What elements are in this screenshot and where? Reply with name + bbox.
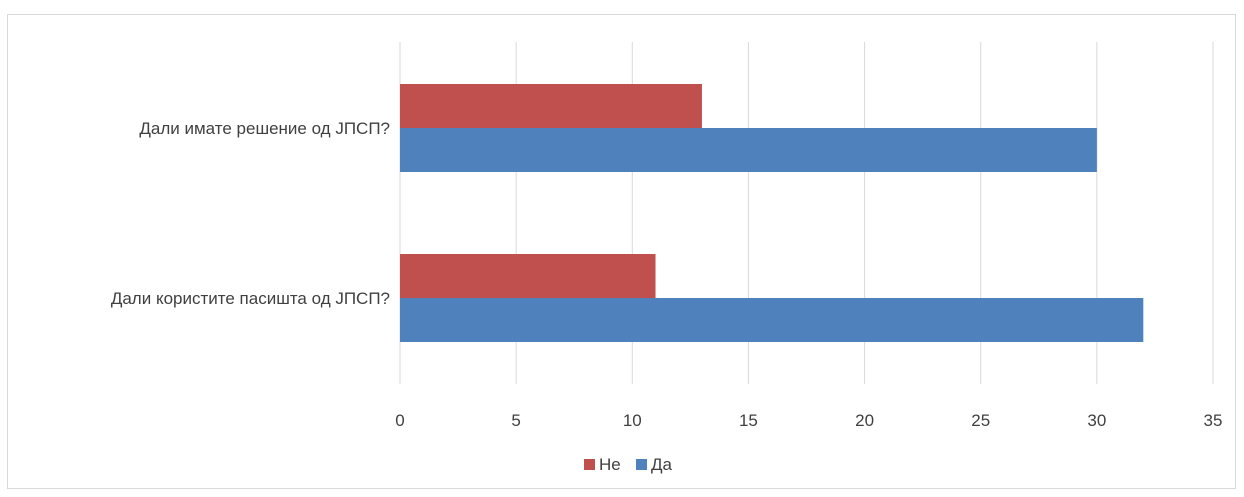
category-label: Дали користите пасишта од ЈПСП? (111, 289, 390, 308)
legend-swatch (584, 459, 595, 470)
x-tick-label: 30 (1087, 411, 1106, 430)
x-tick-label: 5 (511, 411, 520, 430)
legend: Не Да (584, 455, 673, 474)
bars (400, 84, 1144, 342)
legend-swatch (636, 459, 647, 470)
bar-da (400, 298, 1144, 342)
x-tick-label: 15 (739, 411, 758, 430)
x-tick-label: 25 (971, 411, 990, 430)
x-tick-label: 0 (395, 411, 404, 430)
x-tick-label: 10 (623, 411, 642, 430)
bar-da (400, 128, 1097, 172)
bar-ne (400, 84, 702, 128)
legend-label: Да (651, 455, 673, 474)
legend-label: Не (599, 455, 621, 474)
x-tick-label: 35 (1204, 411, 1223, 430)
x-axis-ticks: 0 5 10 15 20 25 30 35 (395, 411, 1222, 430)
bar-ne (400, 254, 656, 298)
x-tick-label: 20 (855, 411, 874, 430)
category-label: Дали имате решение од ЈПСП? (139, 119, 390, 138)
category-labels: Дали имате решение од ЈПСП? Дали користит… (111, 119, 390, 308)
